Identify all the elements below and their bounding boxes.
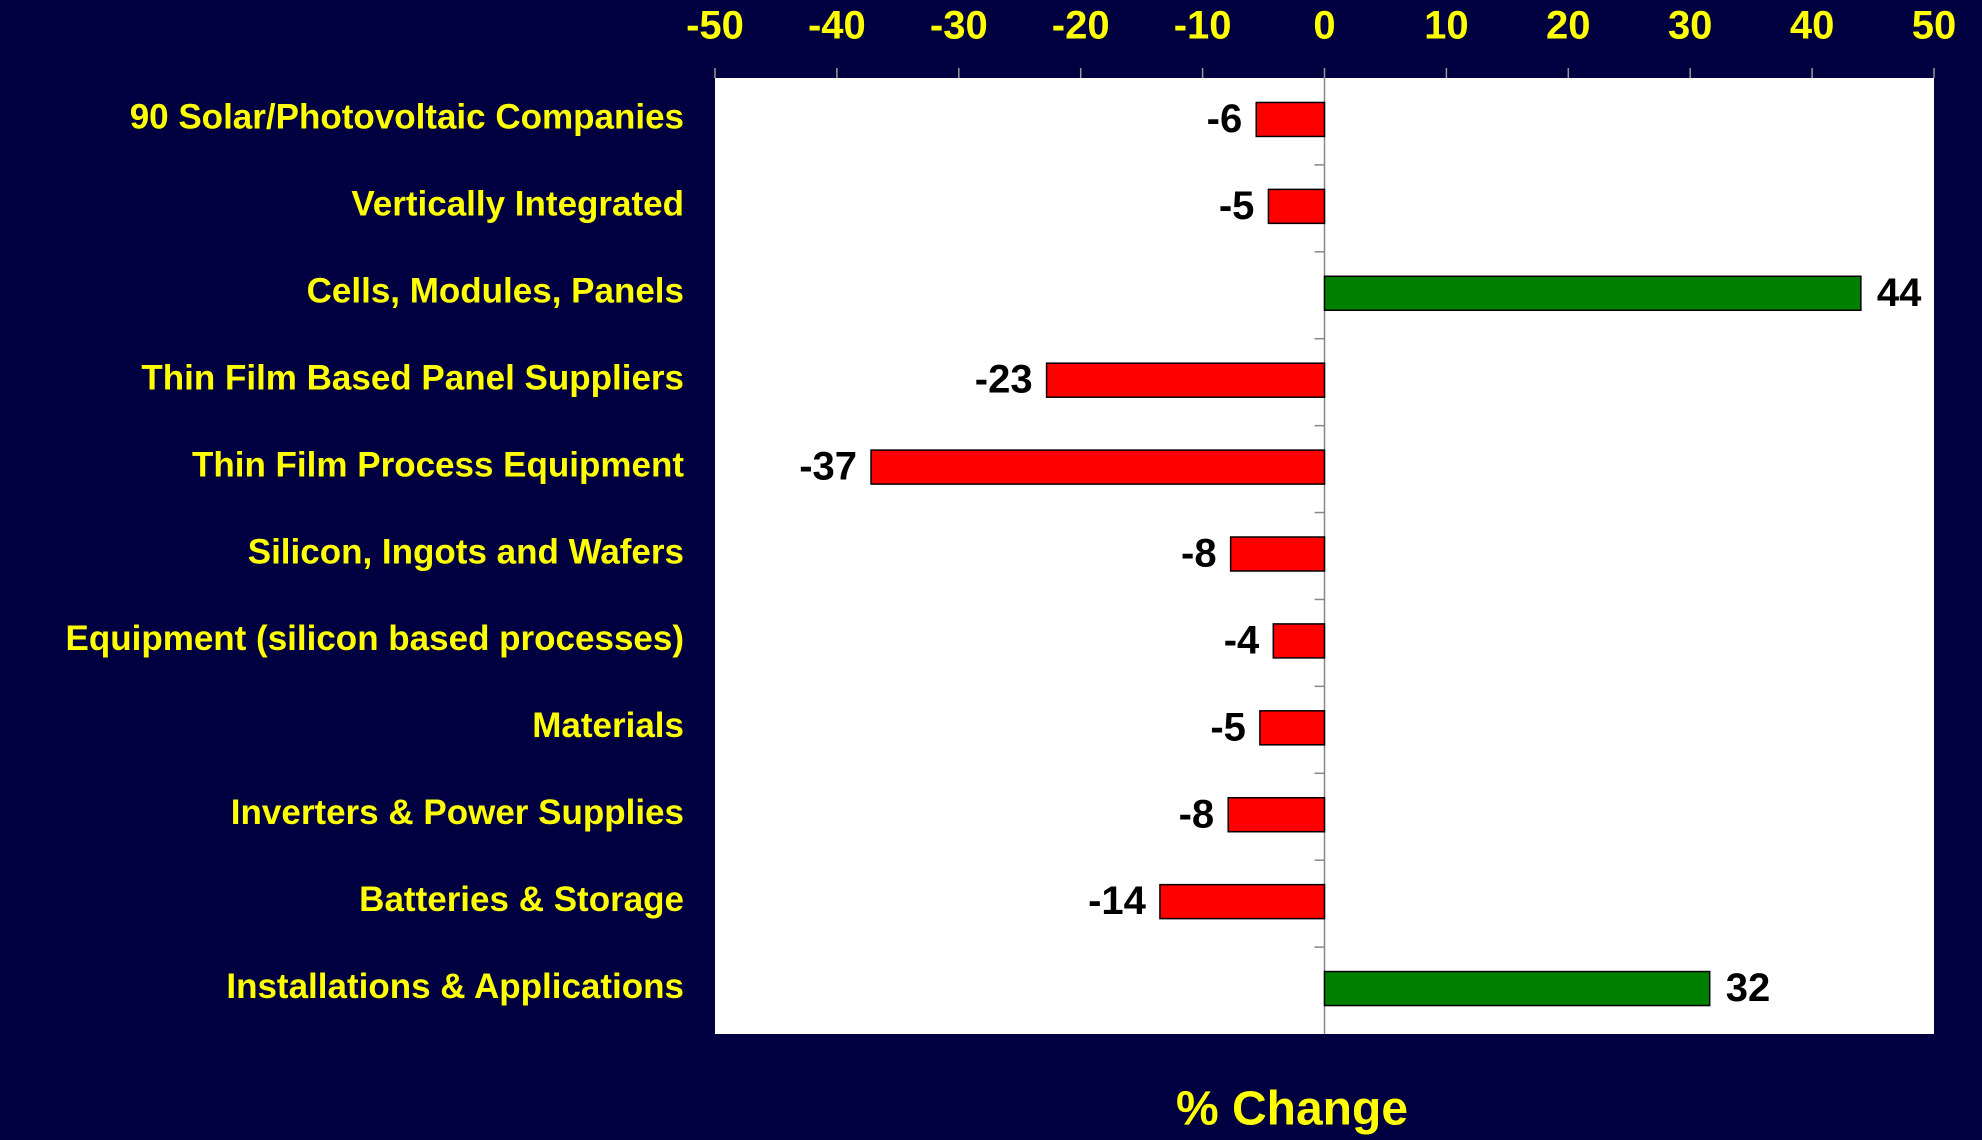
- data-label: -37: [799, 445, 857, 489]
- x-tick-label: -20: [1052, 4, 1110, 48]
- bar: [1255, 101, 1326, 138]
- y-tick-label: Thin Film Based Panel Suppliers: [141, 358, 684, 397]
- y-tick-label: Silicon, Ingots and Wafers: [248, 532, 684, 571]
- data-label: 32: [1726, 966, 1771, 1010]
- bar: [1272, 623, 1326, 659]
- x-tick-label: 20: [1546, 4, 1591, 48]
- x-tick-label: 50: [1912, 4, 1957, 48]
- data-label: -4: [1224, 618, 1260, 662]
- x-tick-label: -40: [808, 4, 866, 48]
- x-tick-label: 30: [1668, 4, 1713, 48]
- data-label: -8: [1181, 532, 1217, 576]
- y-tick-label: Cells, Modules, Panels: [307, 272, 684, 311]
- y-tick-label: Thin Film Process Equipment: [192, 445, 684, 484]
- data-label: -6: [1207, 97, 1243, 141]
- y-tick-label: Batteries & Storage: [359, 880, 684, 919]
- bar: [1259, 710, 1326, 746]
- x-tick-label: -10: [1174, 4, 1232, 48]
- y-tick-label: Materials: [532, 706, 684, 745]
- data-label: -23: [975, 358, 1033, 402]
- x-tick-label: 0: [1313, 4, 1335, 48]
- x-tick-label: -30: [930, 4, 988, 48]
- data-label: 44: [1877, 271, 1922, 315]
- y-tick-label: Installations & Applications: [226, 967, 684, 1006]
- bar: [1323, 970, 1711, 1007]
- data-label: -5: [1210, 705, 1246, 749]
- bar: [1159, 883, 1326, 920]
- y-tick-label: Vertically Integrated: [351, 185, 684, 224]
- bar: [1229, 536, 1326, 572]
- bar: [1267, 188, 1326, 225]
- x-tick-label: 10: [1424, 4, 1469, 48]
- x-tick-label: 40: [1790, 4, 1835, 48]
- data-label: -5: [1219, 184, 1255, 228]
- bar: [1227, 796, 1326, 833]
- y-tick-label: Equipment (silicon based processes): [66, 619, 685, 658]
- y-tick-label: 90 Solar/Photovoltaic Companies: [130, 98, 684, 137]
- y-tick-label: Inverters & Power Supplies: [231, 793, 684, 832]
- bar: [1323, 275, 1862, 312]
- data-label: -14: [1088, 879, 1147, 923]
- x-axis-title: % Change: [1176, 1083, 1408, 1136]
- data-label: -8: [1179, 792, 1215, 836]
- bar: [870, 449, 1326, 485]
- x-tick-label: -50: [686, 4, 744, 48]
- bar: [1045, 362, 1326, 398]
